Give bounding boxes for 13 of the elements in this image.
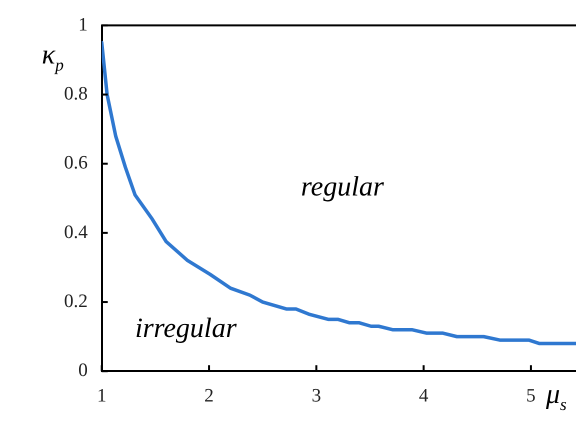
y-tick-label: 0.8 [64,84,88,105]
x-tick-label: 5 [526,386,536,407]
y-tick-label: 1 [78,14,88,36]
x-tick-label: 1 [97,386,106,407]
annotation: irregular [134,313,237,344]
y-tick-label: 0.4 [64,222,88,243]
annotation: regular [300,171,384,202]
x-tick-label: 3 [312,386,322,407]
y-tick-label: 0 [78,360,88,382]
y-tick-label: 0.6 [64,152,88,174]
x-tick-label: 2 [204,386,214,407]
y-tick-label: 0.2 [64,291,88,312]
x-tick-label: 4 [418,386,429,407]
